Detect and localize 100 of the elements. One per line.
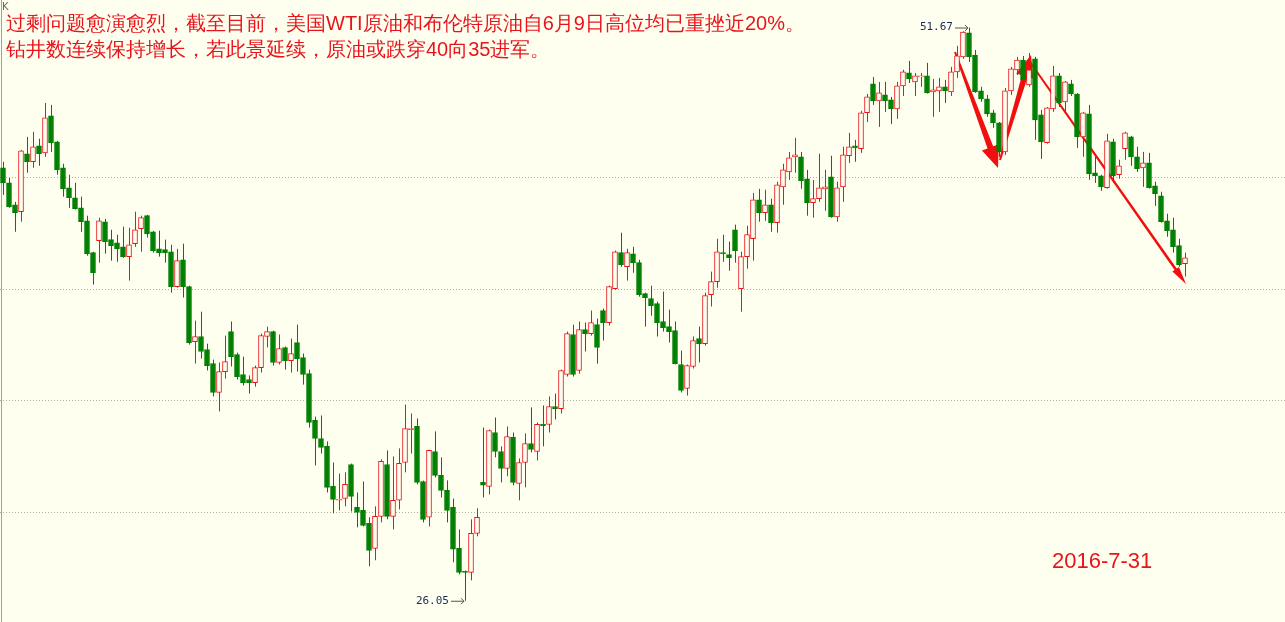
candlestick [900, 69, 906, 97]
candlestick [24, 136, 30, 174]
candlestick [780, 163, 786, 206]
candlestick [312, 416, 318, 466]
candlestick [1134, 146, 1140, 173]
candlestick [876, 81, 882, 128]
candlestick [204, 343, 210, 372]
candlestick [78, 196, 84, 233]
candlestick [648, 285, 654, 317]
annotation: 2016-7-31 [1052, 548, 1153, 574]
candlestick [1182, 252, 1188, 278]
candlestick [444, 479, 450, 523]
candlestick [276, 333, 282, 365]
candlestick [114, 234, 120, 263]
candlestick [624, 248, 630, 282]
candlestick [588, 310, 594, 337]
candlestick [318, 414, 324, 455]
candlestick [288, 338, 294, 374]
candlestick [630, 246, 636, 274]
candlestick [30, 131, 36, 169]
candlestick [522, 432, 528, 488]
candlestick [1152, 181, 1158, 207]
candlestick [1092, 156, 1098, 184]
candlestick [942, 79, 948, 104]
candlestick [252, 365, 258, 388]
candlestick [60, 163, 66, 198]
candlestick [966, 27, 972, 63]
candlestick [234, 352, 240, 380]
annotation: K [2, 1, 9, 12]
text: 过剩问题愈演愈烈，截至目前，美国WTI原油和布伦特原油自6月9日高位均已重挫近20%。钻井数连续保持增长，若此景延续，原油或跌穿40向35进军。 [6, 11, 806, 62]
candlestick [138, 215, 144, 253]
candlestick [498, 445, 504, 483]
candlestick [246, 374, 252, 395]
annotation: 26.05 [415, 593, 449, 607]
annotation: 51.67 [919, 20, 953, 34]
candlestick [846, 132, 852, 164]
candlestick [516, 457, 522, 501]
candlestick [96, 217, 102, 264]
candlestick [948, 66, 954, 97]
candlestick [756, 188, 762, 223]
candlestick [528, 406, 534, 453]
candlestick [102, 218, 108, 255]
candlestick [0, 161, 6, 196]
candlestick [216, 361, 222, 412]
candlestick [66, 174, 72, 209]
candlestick [438, 456, 444, 498]
candlestick [462, 570, 468, 602]
candlestick [198, 311, 204, 360]
candlestick [600, 308, 606, 342]
candlestick [36, 138, 42, 167]
candlestick [894, 81, 900, 120]
candlestick [552, 393, 558, 421]
candlestick [1170, 217, 1176, 254]
candlestick [804, 169, 810, 217]
candlestick [696, 326, 702, 363]
candlestick [1176, 238, 1182, 268]
candlestick [1116, 159, 1122, 180]
candlestick [90, 251, 96, 286]
candlestick [354, 491, 360, 528]
candlestick [936, 77, 942, 113]
candlestick [924, 62, 930, 95]
candlestick [666, 309, 672, 344]
candlestick [492, 417, 498, 458]
candlestick [768, 198, 774, 233]
candlestick [120, 226, 126, 259]
candlestick [1080, 111, 1086, 158]
candlestick [6, 177, 12, 209]
candlestick [474, 507, 480, 537]
candlestick [654, 301, 660, 338]
candlestick [906, 60, 912, 84]
candlestick [192, 320, 198, 365]
candlestick [744, 225, 750, 270]
candlestick [810, 179, 816, 219]
candlestick [228, 321, 234, 367]
candlestick [762, 189, 768, 222]
candlestick [582, 322, 588, 352]
candlestick [294, 324, 300, 373]
candlestick [816, 153, 822, 203]
candlestick [1128, 135, 1134, 167]
candlestick [222, 335, 228, 380]
candlestick [960, 30, 966, 60]
candlestick [684, 363, 690, 397]
candlestick [726, 241, 732, 272]
candlestick [132, 211, 138, 248]
candlestick [798, 151, 804, 190]
candlestick [126, 227, 132, 282]
candlestick [888, 96, 894, 125]
candlestick [108, 229, 114, 262]
candlestick [660, 291, 666, 333]
candlestick [330, 461, 336, 514]
candlestick [162, 239, 168, 264]
candlestick [300, 353, 306, 386]
candlestick [1140, 151, 1146, 188]
candlestick [1008, 66, 1014, 96]
candlestick [1020, 55, 1026, 86]
candlestick [546, 395, 552, 433]
candlestick [594, 318, 600, 365]
candlestick [822, 169, 828, 212]
candlestick [786, 151, 792, 181]
candlestick [984, 94, 990, 118]
